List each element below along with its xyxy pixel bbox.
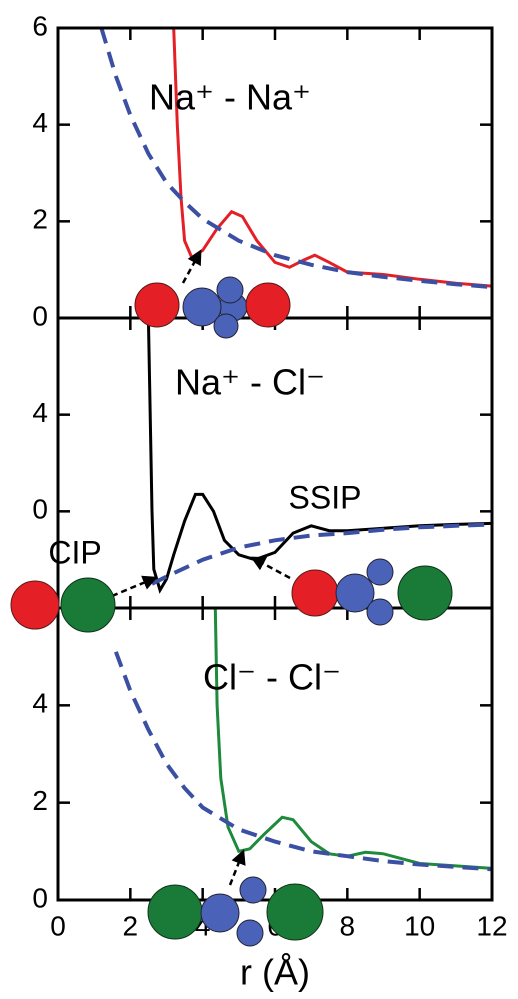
panel-label: Cl⁻ - Cl⁻ xyxy=(203,657,341,698)
panel-label: Na⁺ - Na⁺ xyxy=(149,77,311,118)
cl-ion xyxy=(397,565,453,621)
line-series xyxy=(172,28,492,288)
arrow xyxy=(250,556,291,580)
line-series xyxy=(114,651,492,872)
plot-area xyxy=(99,28,492,290)
cl-ion xyxy=(266,883,324,941)
panel: 0 2 4 6 Na⁺ - Na⁺ xyxy=(32,10,494,331)
x-tick-label: 12 xyxy=(476,910,507,941)
panel-label: Na⁺ - Cl⁻ xyxy=(175,362,325,403)
y-tick-label: 0 xyxy=(32,494,48,525)
x-tick-label: 2 xyxy=(123,910,139,941)
arrow xyxy=(111,575,158,598)
plot-area xyxy=(146,318,492,594)
y-tick-label: 4 xyxy=(32,107,48,138)
plot-area xyxy=(114,608,492,872)
water xyxy=(200,893,240,933)
y-tick-label: 2 xyxy=(32,204,48,235)
arrow xyxy=(181,249,202,284)
water xyxy=(366,558,394,586)
x-tick-label: 8 xyxy=(340,910,356,941)
na-ion xyxy=(291,569,339,617)
water xyxy=(366,598,394,626)
arrow xyxy=(228,849,246,886)
water xyxy=(216,276,244,304)
line-series xyxy=(213,608,492,870)
frame xyxy=(56,26,494,320)
y-tick-label: 0 xyxy=(32,882,48,913)
cl-ion xyxy=(60,577,116,633)
na-ion xyxy=(245,282,291,328)
y-tick-label: 4 xyxy=(32,397,48,428)
na-ion xyxy=(10,580,60,630)
na-ion xyxy=(134,282,180,328)
water xyxy=(213,313,239,339)
molecule-diagrams xyxy=(10,249,453,947)
annotation: SSIP xyxy=(289,479,362,515)
water xyxy=(182,287,222,327)
x-tick-label: 10 xyxy=(404,910,435,941)
line-series xyxy=(99,28,492,290)
cl-ion xyxy=(147,884,203,940)
line-series xyxy=(146,318,492,594)
water xyxy=(236,919,264,947)
x-axis-label: r (Å) xyxy=(240,952,310,993)
line-series xyxy=(151,522,492,586)
y-tick-label: 4 xyxy=(32,688,48,719)
frame xyxy=(56,606,494,902)
y-tick-label: 0 xyxy=(32,300,48,331)
panel: 0 4 Na⁺ - Cl⁻ SSIP CIP xyxy=(32,316,494,610)
x-tick-label: 0 xyxy=(50,910,66,941)
annotation: CIP xyxy=(48,534,101,570)
water xyxy=(239,876,267,904)
y-tick-label: 6 xyxy=(32,10,48,41)
water xyxy=(335,573,375,613)
y-tick-label: 2 xyxy=(32,785,48,816)
panel: 024024681012Cl⁻ - Cl⁻r (Å) xyxy=(32,606,508,993)
